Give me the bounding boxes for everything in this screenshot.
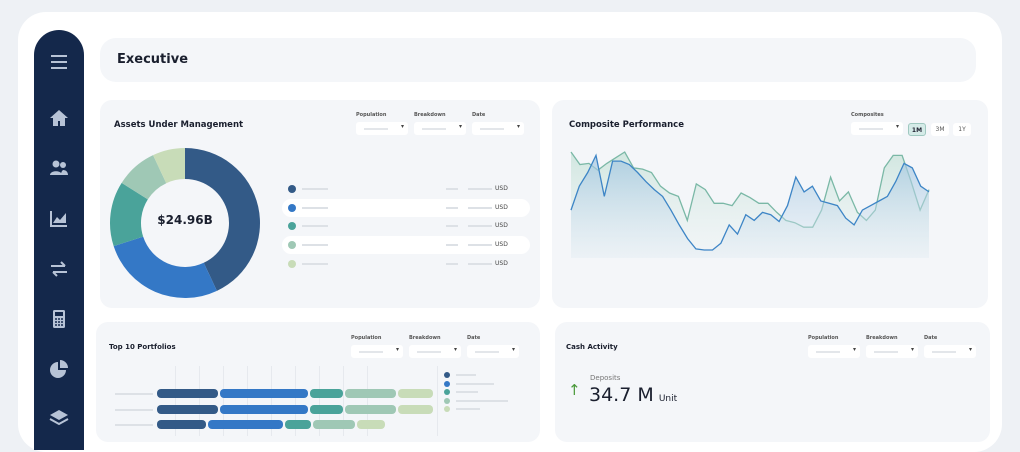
bar-segment [310, 389, 343, 398]
series-line [570, 153, 930, 251]
date-filter[interactable]: Date [472, 112, 524, 135]
bar-segment [398, 404, 433, 414]
series-area [571, 155, 929, 258]
legend-item: USD [282, 198, 530, 217]
composites-filter[interactable]: Composites [851, 112, 903, 135]
legend-item: USD [282, 255, 530, 273]
legend-dot [288, 185, 296, 193]
bar-segment [157, 420, 206, 429]
page-header: Executive [100, 38, 976, 82]
bar-segment [398, 389, 433, 398]
legend-item: USD [282, 217, 530, 235]
aum-total: $24.96B [157, 213, 213, 227]
donut-slice [185, 148, 260, 291]
breakdown-dropdown[interactable] [409, 345, 461, 358]
transfer-icon[interactable] [49, 259, 69, 279]
bar-legend-dot [444, 389, 450, 395]
legend-dot [288, 241, 296, 250]
bar-segment [220, 404, 308, 414]
legend-dot [288, 259, 296, 268]
top10-date-filter[interactable]: Date [467, 335, 519, 358]
legend-unit: USD [495, 222, 508, 230]
breakdown-filter[interactable]: Breakdown [414, 112, 466, 135]
bar-label [115, 393, 153, 395]
range-1y-button[interactable]: 1Y [953, 123, 971, 136]
legend-unit: USD [495, 241, 508, 249]
date-dropdown[interactable] [467, 345, 519, 358]
legend-unit: USD [495, 185, 508, 192]
legend-item: USD [282, 236, 530, 255]
range-1m-button[interactable]: 1M [908, 123, 926, 136]
bar-segment [313, 420, 355, 429]
bar-segment [220, 389, 308, 398]
users-icon[interactable] [49, 158, 69, 178]
top10-population-filter[interactable]: Population [351, 335, 403, 358]
pie-chart-icon[interactable] [49, 359, 69, 379]
bar-label [115, 424, 153, 426]
composite-title: Composite Performance [569, 120, 684, 130]
home-icon[interactable] [49, 108, 69, 128]
bar-segment [157, 404, 218, 414]
population-filter[interactable]: Population [356, 112, 408, 135]
area-chart-icon[interactable] [49, 208, 69, 228]
donut-slice [153, 148, 185, 184]
bar-segment [208, 420, 283, 429]
top10-title: Top 10 Portfolios [109, 343, 176, 351]
cash-date-filter[interactable]: Date [924, 335, 976, 358]
page-title: Executive [117, 52, 189, 67]
legend-unit: USD [495, 259, 508, 267]
deposits-unit: Unit [658, 394, 678, 404]
bar-legend-dot [444, 372, 450, 378]
cash-breakdown-filter[interactable]: Breakdown [866, 335, 918, 358]
population-dropdown[interactable] [351, 345, 403, 358]
bar-segment [157, 389, 218, 398]
aum-donut-chart [110, 148, 260, 298]
date-dropdown[interactable] [924, 345, 976, 358]
breakdown-dropdown[interactable] [866, 345, 918, 358]
cash-panel [555, 322, 990, 442]
donut-slice [113, 236, 217, 298]
legend-item: USD [282, 180, 530, 198]
deposits-value: 34.7 M Unit [589, 384, 678, 406]
legend-dot [288, 203, 296, 212]
bar-segment [345, 404, 396, 414]
bar-legend-dot [444, 406, 450, 412]
bar-segment [285, 420, 311, 429]
breakdown-dropdown[interactable] [414, 122, 466, 135]
deposits-label: Deposits [590, 374, 621, 382]
population-dropdown[interactable] [808, 345, 860, 358]
cash-title: Cash Activity [566, 343, 618, 351]
layers-icon[interactable] [49, 408, 69, 428]
menu-icon[interactable] [49, 52, 69, 72]
aum-title: Assets Under Management [114, 120, 244, 130]
legend-unit: USD [495, 203, 508, 211]
composite-area-chart [570, 151, 930, 258]
composites-dropdown[interactable] [851, 122, 903, 135]
calculator-icon[interactable] [49, 309, 69, 329]
bar-legend-dot [444, 397, 450, 404]
bar-legend-dot [444, 380, 450, 387]
donut-slice [110, 182, 148, 247]
bar-segment [345, 389, 396, 398]
arrow-up-icon: ↑ [568, 381, 581, 399]
date-dropdown[interactable] [472, 122, 524, 135]
cash-population-filter[interactable]: Population [808, 335, 860, 358]
donut-slice [121, 155, 167, 200]
bar-segment [357, 420, 385, 429]
population-dropdown[interactable] [356, 122, 408, 135]
sidebar [34, 30, 84, 450]
bar-label [115, 408, 153, 411]
top10-breakdown-filter[interactable]: Breakdown [409, 335, 461, 358]
range-3m-button[interactable]: 3M [931, 123, 949, 136]
bar-segment [310, 404, 343, 414]
legend-dot [288, 222, 296, 231]
